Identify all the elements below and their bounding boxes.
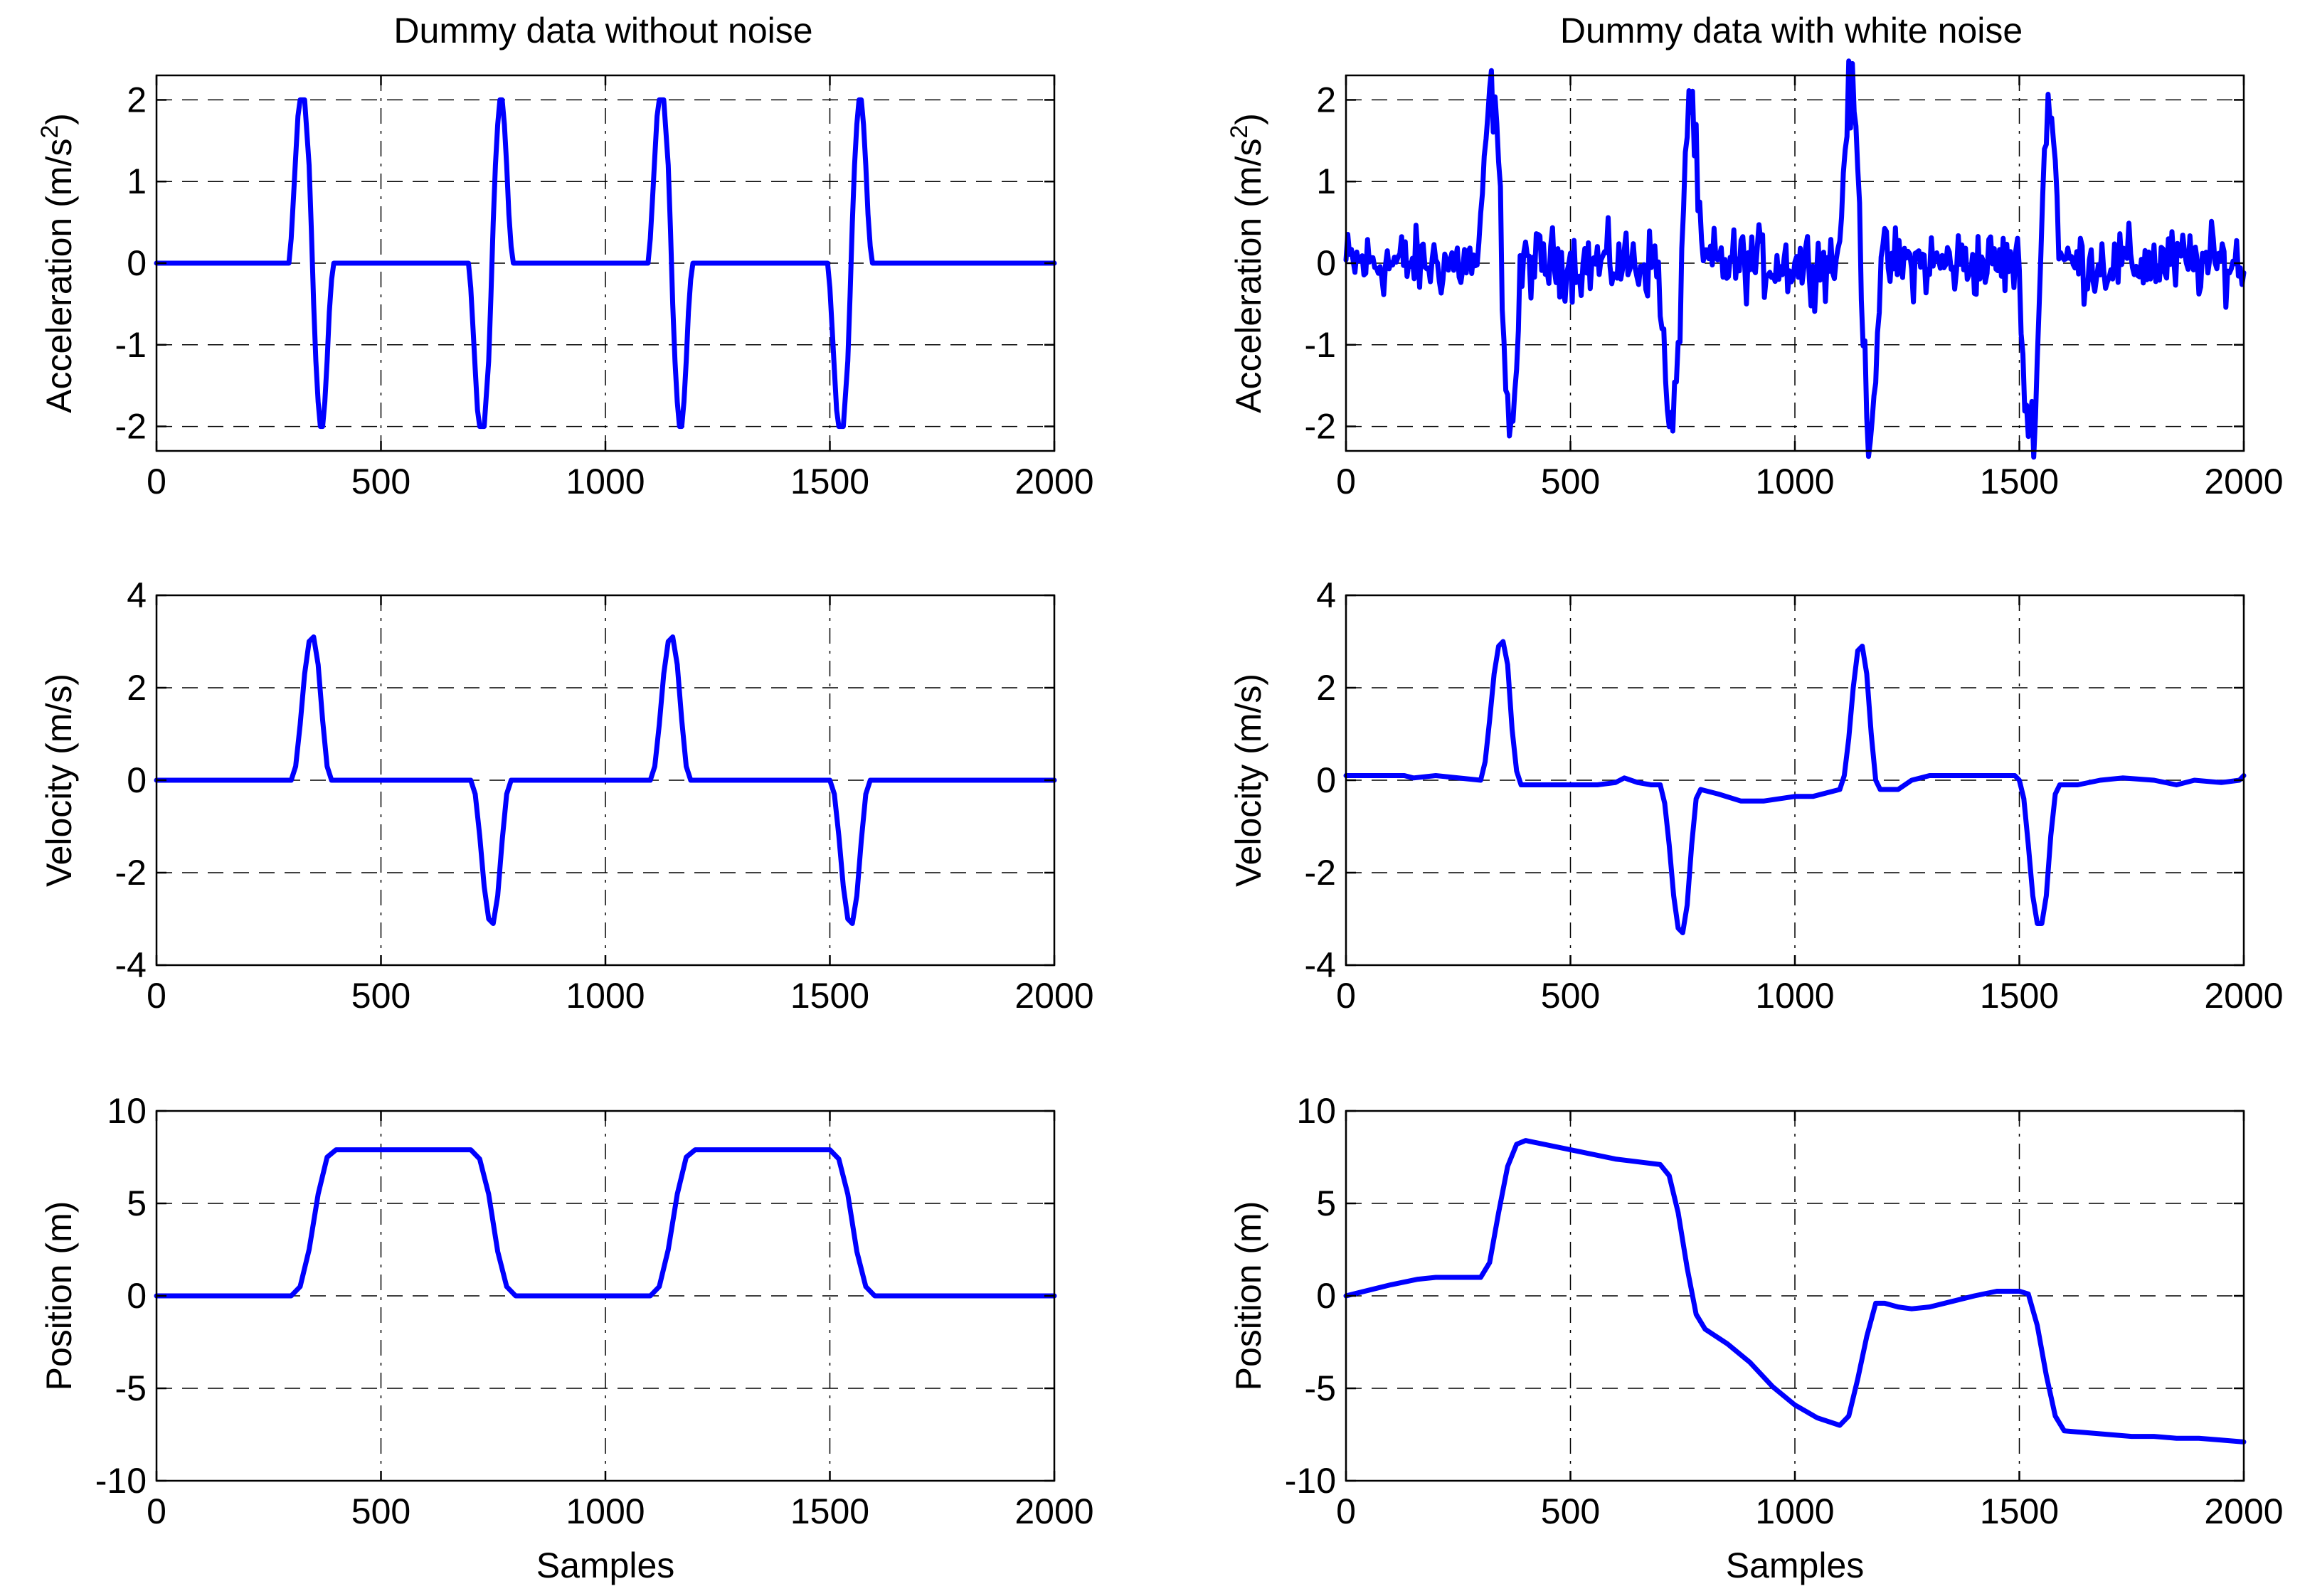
x-tick-label: 500 <box>351 462 410 501</box>
y-tick-label: 4 <box>127 575 147 615</box>
x-tick-label: 2000 <box>2204 1491 2283 1531</box>
series-line <box>154 634 1057 926</box>
x-tick-label: 0 <box>147 1491 166 1531</box>
y-tick-label: -2 <box>1305 407 1336 447</box>
y-tick-label: 0 <box>127 760 147 800</box>
x-tick-label: 1000 <box>1755 1491 1834 1531</box>
y-tick-label: -5 <box>115 1368 147 1408</box>
x-tick-label: 2000 <box>2204 462 2283 501</box>
y-tick-label: 5 <box>1316 1183 1336 1223</box>
x-tick-label: 1500 <box>790 976 869 1016</box>
x-tick-label: 500 <box>351 976 410 1016</box>
x-tick-label: 2000 <box>1014 976 1093 1016</box>
x-tick-label: 1500 <box>790 1491 869 1531</box>
x-tick-label: 1000 <box>566 976 645 1016</box>
y-tick-label: 2 <box>1316 80 1336 119</box>
x-tick-label: 500 <box>1541 462 1600 501</box>
chart-pos_noisy: 0 500 1000 1500 2000 -10 -5 0 5 10 Position (m) Sam… <box>1229 1091 2284 1585</box>
y-tick-label: -1 <box>115 325 147 365</box>
series-line <box>154 1147 1057 1299</box>
y-tick-label: -10 <box>95 1461 147 1501</box>
y-tick-label: 0 <box>127 243 147 283</box>
y-tick-label: 1 <box>127 161 147 201</box>
y-axis-label: Position (m) <box>1229 1201 1268 1391</box>
x-axis-label: Samples <box>1726 1546 1865 1585</box>
x-tick-label: 1500 <box>790 462 869 501</box>
x-tick-label: 1000 <box>566 1491 645 1531</box>
y-tick-label: -4 <box>115 945 147 985</box>
y-tick-label: 0 <box>127 1276 147 1316</box>
x-axis-label: Samples <box>536 1546 675 1585</box>
y-tick-label: -2 <box>115 853 147 893</box>
y-tick-label: -1 <box>1305 325 1336 365</box>
x-tick-label: 1000 <box>1755 462 1834 501</box>
series-line <box>1343 58 2247 460</box>
x-tick-label: 1500 <box>1980 462 2059 501</box>
y-tick-label: 0 <box>1316 760 1336 800</box>
x-tick-label: 2000 <box>2204 976 2283 1016</box>
chart-acc_clean: 0 500 1000 1500 2000 -2 -1 0 1 2 Acceleration (m/s… <box>36 74 1094 501</box>
series-line <box>1343 1138 2247 1445</box>
y-tick-label: 1 <box>1316 161 1336 201</box>
y-axis-label: Velocity (m/s) <box>1229 674 1268 887</box>
chart-pos_clean: 0 500 1000 1500 2000 -10 -5 0 5 10 Position (m) Sam… <box>39 1091 1094 1585</box>
x-tick-label: 2000 <box>1014 462 1093 501</box>
column-title-with-noise: Dummy data with white noise <box>1560 11 2023 50</box>
y-tick-label: 10 <box>1296 1091 1336 1131</box>
y-tick-label: 2 <box>127 668 147 708</box>
y-tick-label: 4 <box>1316 575 1336 615</box>
x-tick-label: 1000 <box>566 462 645 501</box>
x-tick-label: 1500 <box>1980 976 2059 1016</box>
x-tick-label: 2000 <box>1014 1491 1093 1531</box>
x-tick-label: 0 <box>1336 1491 1356 1531</box>
y-tick-label: 2 <box>1316 668 1336 708</box>
y-tick-label: -5 <box>1305 1368 1336 1408</box>
column-title-without-noise: Dummy data without noise <box>393 11 812 50</box>
y-axis-label: Acceleration (m/s2) <box>1226 113 1268 413</box>
x-tick-label: 0 <box>147 976 166 1016</box>
x-tick-label: 1500 <box>1980 1491 2059 1531</box>
x-tick-label: 500 <box>1541 976 1600 1016</box>
y-tick-label: 10 <box>107 1091 147 1131</box>
x-tick-label: 500 <box>351 1491 410 1531</box>
x-tick-label: 0 <box>147 462 166 501</box>
y-axis-label: Acceleration (m/s2) <box>36 113 79 413</box>
x-tick-label: 500 <box>1541 1491 1600 1531</box>
chart-acc_noisy: 0 500 1000 1500 2000 -2 -1 0 1 2 Acceleration (m/s… <box>1226 58 2284 501</box>
x-tick-label: 1000 <box>1755 976 1834 1016</box>
chart-vel_noisy: 0 500 1000 1500 2000 -4 -2 0 2 4 Velocity (m/s) <box>1229 575 2284 1016</box>
series-line <box>154 97 1057 430</box>
y-axis-label: Velocity (m/s) <box>39 674 79 887</box>
y-axis-label: Position (m) <box>39 1201 79 1391</box>
x-tick-label: 0 <box>1336 462 1356 501</box>
y-tick-label: 2 <box>127 80 147 119</box>
y-tick-label: -10 <box>1285 1461 1336 1501</box>
y-tick-label: 0 <box>1316 1276 1336 1316</box>
series-line <box>1343 639 2247 935</box>
x-tick-label: 0 <box>1336 976 1356 1016</box>
chart-vel_clean: 0 500 1000 1500 2000 -4 -2 0 2 4 Velocity (m/s) <box>39 575 1094 1016</box>
y-tick-label: 0 <box>1316 243 1336 283</box>
y-tick-label: -2 <box>115 407 147 447</box>
y-tick-label: 5 <box>127 1183 147 1223</box>
y-tick-label: -4 <box>1305 945 1336 985</box>
y-tick-label: -2 <box>1305 853 1336 893</box>
